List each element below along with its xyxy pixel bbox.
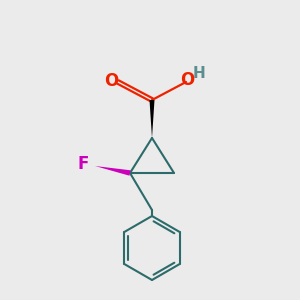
Text: O: O xyxy=(104,72,118,90)
Text: H: H xyxy=(193,67,206,82)
Text: O: O xyxy=(180,71,194,89)
Text: F: F xyxy=(77,155,89,173)
Polygon shape xyxy=(149,100,154,138)
Polygon shape xyxy=(95,166,130,176)
